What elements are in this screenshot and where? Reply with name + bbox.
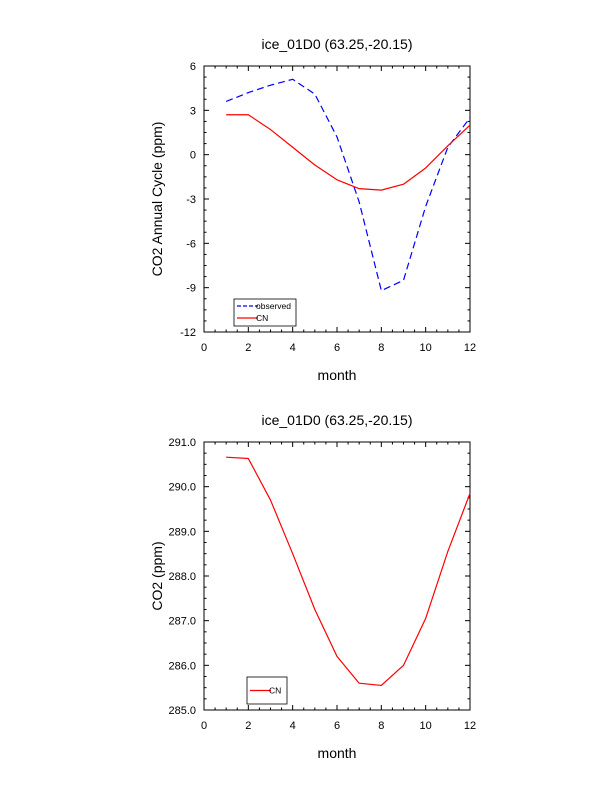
y-axis-label: CO2 Annual Cycle (ppm): [149, 122, 165, 277]
y-tick-label: -12: [180, 327, 196, 339]
x-tick-label: 2: [245, 720, 251, 732]
annual-cycle-chart: 0 2 4 6 8 10 12 -12 -9 -6 -3 0 3 6 ice_01D0 (63.25,-20…: [149, 36, 476, 383]
y-tick-label: 286.0: [168, 660, 196, 672]
chart-legend: observed CN: [233, 298, 297, 327]
legend-label-cn: CN: [256, 313, 268, 323]
y-tick-label: 291.0: [168, 437, 196, 449]
y-tick-label: 288.0: [168, 571, 196, 583]
legend-box: [233, 298, 297, 327]
x-tick-label: 4: [290, 342, 296, 354]
y-axis-label: CO2 (ppm): [149, 541, 165, 610]
x-tick-label: 0: [201, 342, 207, 354]
x-tick-label: 12: [464, 720, 476, 732]
x-tick-label: 6: [334, 720, 340, 732]
y-tick-label: -9: [186, 283, 196, 295]
y-tick-label: 0: [190, 150, 196, 162]
y-tick-label: 6: [190, 61, 196, 73]
y-tick-label: 3: [190, 105, 196, 117]
x-tick-label: 10: [420, 720, 432, 732]
y-tick-label: 289.0: [168, 526, 196, 538]
y-tick-label: -3: [186, 194, 196, 206]
y-tick-label: 287.0: [168, 616, 196, 628]
x-tick-label: 8: [378, 720, 384, 732]
chart-title: ice_01D0 (63.25,-20.15): [262, 412, 413, 428]
legend-label-observed: observed: [256, 301, 291, 311]
y-tick-label: 290.0: [168, 482, 196, 494]
series-line-cn: [226, 114, 471, 191]
x-axis-label: month: [318, 745, 357, 761]
x-tick-label: 10: [420, 342, 432, 354]
legend-label-cn: CN: [269, 686, 281, 696]
chart-legend: CN: [246, 676, 288, 705]
x-tick-label: 8: [378, 342, 384, 354]
x-tick-label: 12: [464, 342, 476, 354]
y-tick-label: -6: [186, 238, 196, 250]
plot-frame: [203, 65, 471, 333]
series-line-observed: [225, 78, 471, 292]
chart-title: ice_01D0 (63.25,-20.15): [262, 36, 413, 52]
x-tick-label: 6: [334, 342, 340, 354]
plot-frame: [203, 441, 471, 711]
x-axis-label: month: [318, 367, 357, 383]
series-line-cn: [226, 456, 471, 687]
x-tick-label: 0: [201, 720, 207, 732]
co2-concentration-chart: 0 2 4 6 8 10 12 285.0 286.0 287.0 288.0 289.0 290.0 2…: [149, 412, 476, 761]
y-tick-label: 285.0: [168, 705, 196, 717]
x-tick-label: 2: [245, 342, 251, 354]
x-tick-label: 4: [290, 720, 296, 732]
